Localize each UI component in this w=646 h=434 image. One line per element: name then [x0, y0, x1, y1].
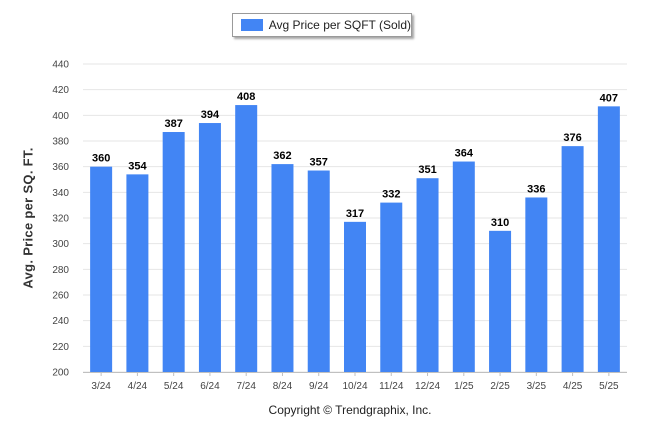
data-label: 394 — [201, 109, 220, 121]
y-tick-label: 340 — [52, 188, 69, 199]
bar — [235, 105, 258, 373]
y-tick-label: 300 — [52, 239, 69, 250]
y-tick-label: 400 — [52, 111, 69, 122]
x-tick-label: 8/24 — [273, 381, 293, 392]
x-tick-label: 4/25 — [563, 381, 583, 392]
data-label: 387 — [164, 118, 182, 130]
x-tick-label: 11/24 — [379, 381, 404, 392]
bar — [90, 166, 113, 372]
data-label: 364 — [455, 148, 474, 160]
x-tick-label: 1/25 — [454, 381, 474, 392]
legend-swatch — [241, 19, 263, 31]
y-tick-label: 280 — [52, 265, 69, 276]
y-tick-label: 320 — [52, 214, 69, 225]
x-tick-label: 9/24 — [309, 381, 329, 392]
data-label: 360 — [92, 153, 110, 165]
x-tick-label: 2/25 — [490, 381, 510, 392]
bar — [416, 178, 439, 372]
y-tick-label: 220 — [52, 342, 69, 353]
data-label: 357 — [310, 157, 328, 169]
x-tick-label: 5/24 — [164, 381, 184, 392]
y-tick-label: 200 — [52, 368, 69, 379]
data-label: 407 — [600, 92, 618, 104]
y-tick-label: 360 — [52, 162, 69, 173]
legend-label: Avg Price per SQFT (Sold) — [268, 18, 411, 32]
data-label: 351 — [418, 164, 436, 176]
legend: Avg Price per SQFT (Sold) — [232, 13, 412, 37]
bar — [198, 123, 221, 373]
bar — [561, 146, 584, 372]
y-tick-label: 260 — [52, 291, 69, 302]
bar — [380, 202, 403, 372]
data-label: 376 — [563, 132, 581, 144]
bar — [597, 106, 620, 372]
x-tick-label: 3/24 — [91, 381, 111, 392]
bar — [126, 174, 149, 372]
data-label: 317 — [346, 208, 364, 220]
x-tick-label: 6/24 — [200, 381, 220, 392]
bar — [162, 132, 185, 372]
bar — [307, 170, 330, 372]
x-tick-label: 5/25 — [599, 381, 619, 392]
x-tick-label: 3/25 — [527, 381, 547, 392]
bar — [525, 197, 548, 372]
y-tick-label: 440 — [52, 60, 69, 71]
bar — [489, 230, 512, 372]
data-label: 336 — [527, 183, 545, 195]
copyright-text: Copyright © Trendgraphix, Inc. — [268, 403, 432, 417]
bar — [344, 221, 366, 372]
bar — [271, 164, 294, 372]
x-tick-label: 4/24 — [128, 381, 148, 392]
x-tick-label: 10/24 — [342, 381, 367, 392]
y-tick-label: 380 — [52, 137, 69, 148]
data-label: 354 — [128, 160, 147, 172]
data-label: 332 — [382, 189, 400, 201]
data-label: 408 — [237, 91, 255, 103]
x-tick-label: 7/24 — [236, 381, 256, 392]
bar — [452, 161, 475, 372]
x-tick-label: 12/24 — [415, 381, 440, 392]
data-label: 362 — [273, 150, 291, 162]
y-tick-label: 240 — [52, 316, 69, 327]
data-label: 310 — [491, 217, 509, 229]
y-tick-label: 420 — [52, 85, 69, 96]
